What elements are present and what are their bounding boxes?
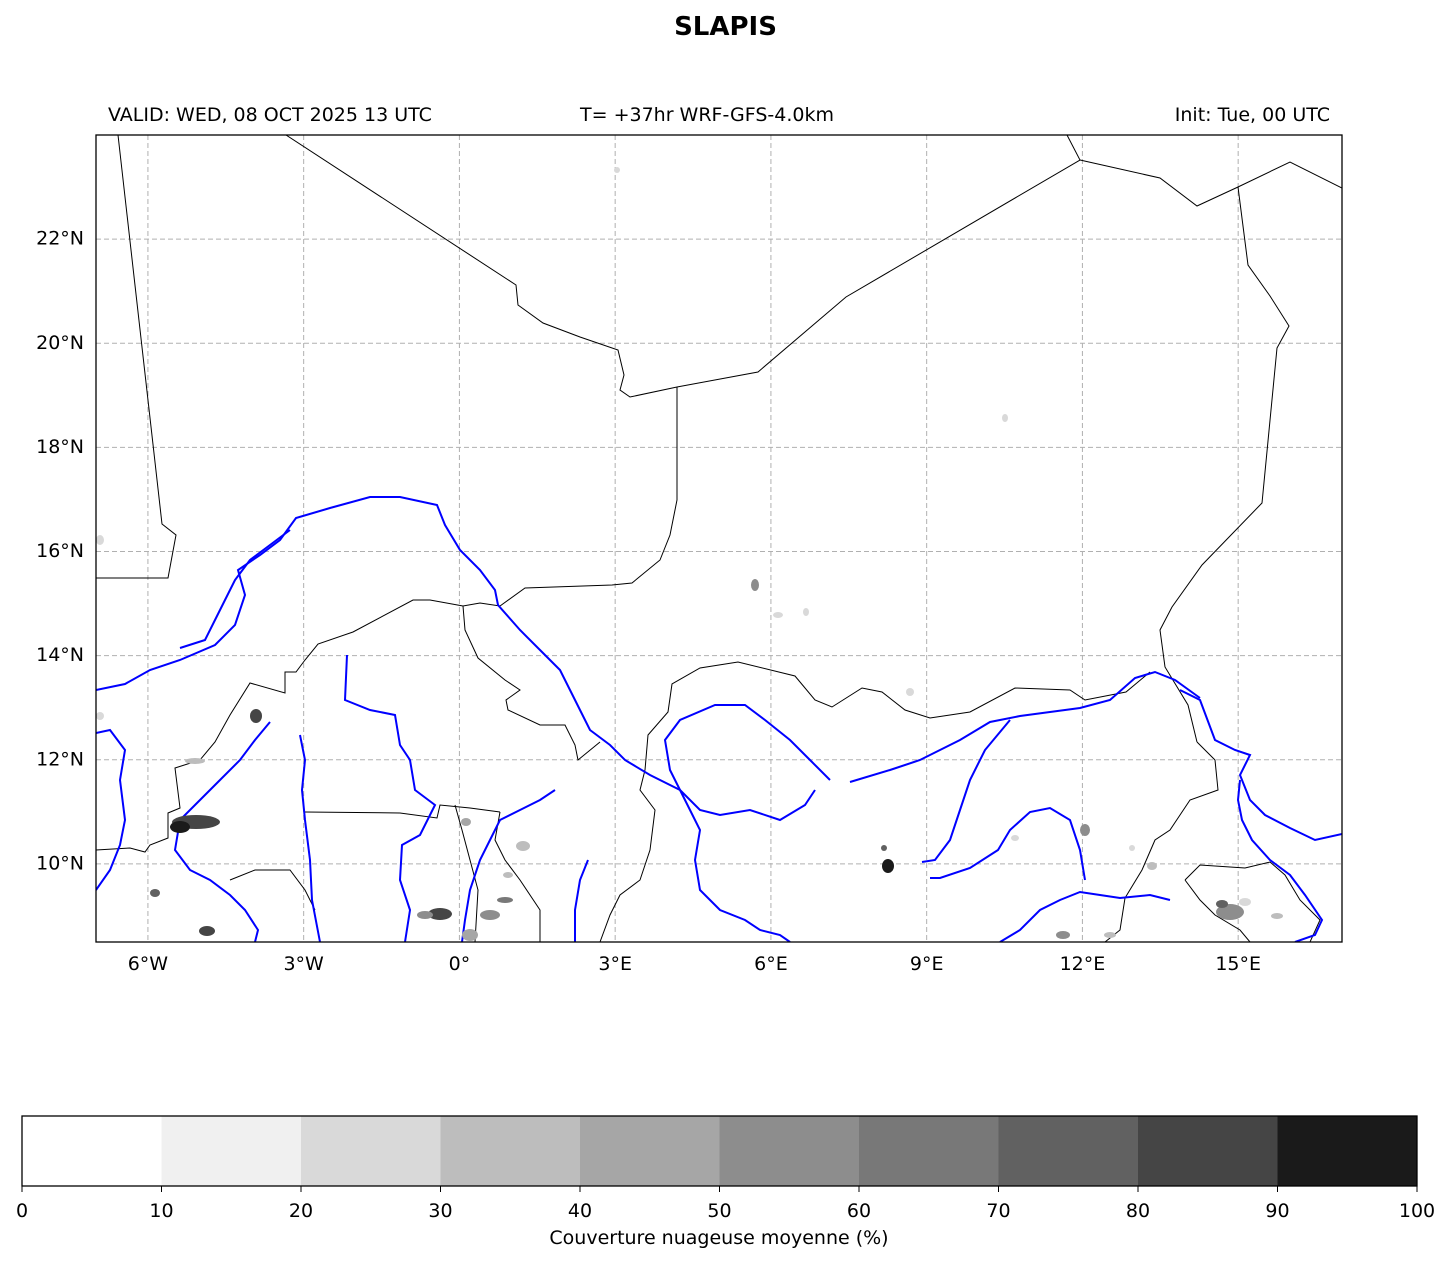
rivers [96,496,1342,942]
river-volta-white [343,654,437,942]
lat-tick-label: 12°N [36,748,84,770]
border-niger-chad [1159,186,1290,743]
border-chad-cameroon [1184,861,1321,942]
colorbar-segment [859,1116,999,1186]
river-komadugu [849,670,1201,783]
gridlines [96,135,1342,942]
lon-tick-label: 0° [449,953,471,975]
border-ivory-burkina [229,869,316,911]
colorbar-tick-label: 20 [289,1200,313,1222]
border-car [1184,879,1251,942]
colorbar-tick-label: 60 [847,1200,871,1222]
lat-tick-label: 14°N [36,644,84,666]
border-benin-togo [494,811,541,942]
colorbar-tick-label: 90 [1265,1200,1289,1222]
river-mono [574,859,589,942]
river-gongola [930,806,1086,881]
lat-tick-label: 16°N [36,540,84,562]
colorbar-tick-label: 70 [986,1200,1010,1222]
river-volta-black [96,728,127,891]
border-ghana-togo [454,804,479,942]
colorbar-tick-label: 10 [149,1200,173,1222]
lon-tick-label: 9°E [910,953,944,975]
river-cameroon [999,890,1171,942]
colorbar-segment [1138,1116,1278,1186]
colorbar-tick-label: 100 [1399,1200,1435,1222]
border-mauritania-mali [96,135,177,579]
colorbar-segment [22,1116,162,1186]
colorbar-label: Couverture nuageuse moyenne (%) [549,1227,888,1249]
colorbar-segment [301,1116,441,1186]
cloud-cover-speckles [96,167,1283,941]
river-oti [461,789,556,942]
colorbar-tick-label: 30 [428,1200,452,1222]
country-borders [96,135,1342,942]
border-burkina-ghana [304,804,501,819]
map-title: SLAPIS [674,12,777,42]
lon-tick-label: 3°W [283,953,324,975]
forecast-hour-label: T= +37hr WRF-GFS-4.0km [580,104,834,126]
colorbar-segment [998,1116,1139,1186]
lon-tick-label: 15°E [1215,953,1261,975]
lat-tick-label: 22°N [36,228,84,250]
colorbar-tick-label: 50 [707,1200,731,1222]
river-niger [96,496,791,942]
colorbar-tick-label: 80 [1126,1200,1150,1222]
border-niger-nigeria [644,661,1151,771]
border-burkina-niger [462,605,601,761]
lat-tick-label: 10°N [36,852,84,874]
lon-tick-label: 3°E [598,953,632,975]
colorbar-tick-label: 0 [16,1200,28,1222]
border-cameroon-nigeria [1104,741,1219,942]
longitude-labels: 6°W 3°W 0° 3°E 6°E 9°E 12°E 15°E [128,953,1261,975]
lon-tick-label: 6°W [128,953,169,975]
river-kaduna [921,719,1011,863]
map-frame [95,134,1343,943]
river-bandama [173,721,271,942]
colorbar [21,1115,1418,1187]
colorbar-segment [580,1116,720,1186]
river-sassandra [299,734,321,942]
lon-tick-label: 12°E [1060,953,1106,975]
colorbar-segment [1277,1116,1418,1186]
colorbar-ticks: 0 10 20 30 40 50 60 70 80 90 100 [16,1186,1435,1222]
river-logone [1236,779,1324,942]
border-libya-chad [1079,159,1342,207]
river-benue [1179,689,1342,842]
river-sokoto [663,704,831,822]
border-benin-nigeria [599,769,656,942]
colorbar-segment [440,1116,581,1186]
lon-tick-label: 6°E [754,953,788,975]
latitude-labels: 22°N 20°N 18°N 16°N 14°N 12°N 10°N [36,228,84,875]
lat-tick-label: 20°N [36,332,84,354]
lat-tick-label: 18°N [36,436,84,458]
colorbar-segment [161,1116,302,1186]
init-time-label: Init: Tue, 00 UTC [1174,104,1330,126]
valid-time-label: VALID: WED, 08 OCT 2025 13 UTC [108,104,432,126]
river-inner-delta [179,529,291,649]
border-niger-mali [96,387,678,853]
colorbar-segment [719,1116,860,1186]
colorbar-tick-label: 40 [568,1200,592,1222]
border-algeria-mali [285,135,1081,398]
